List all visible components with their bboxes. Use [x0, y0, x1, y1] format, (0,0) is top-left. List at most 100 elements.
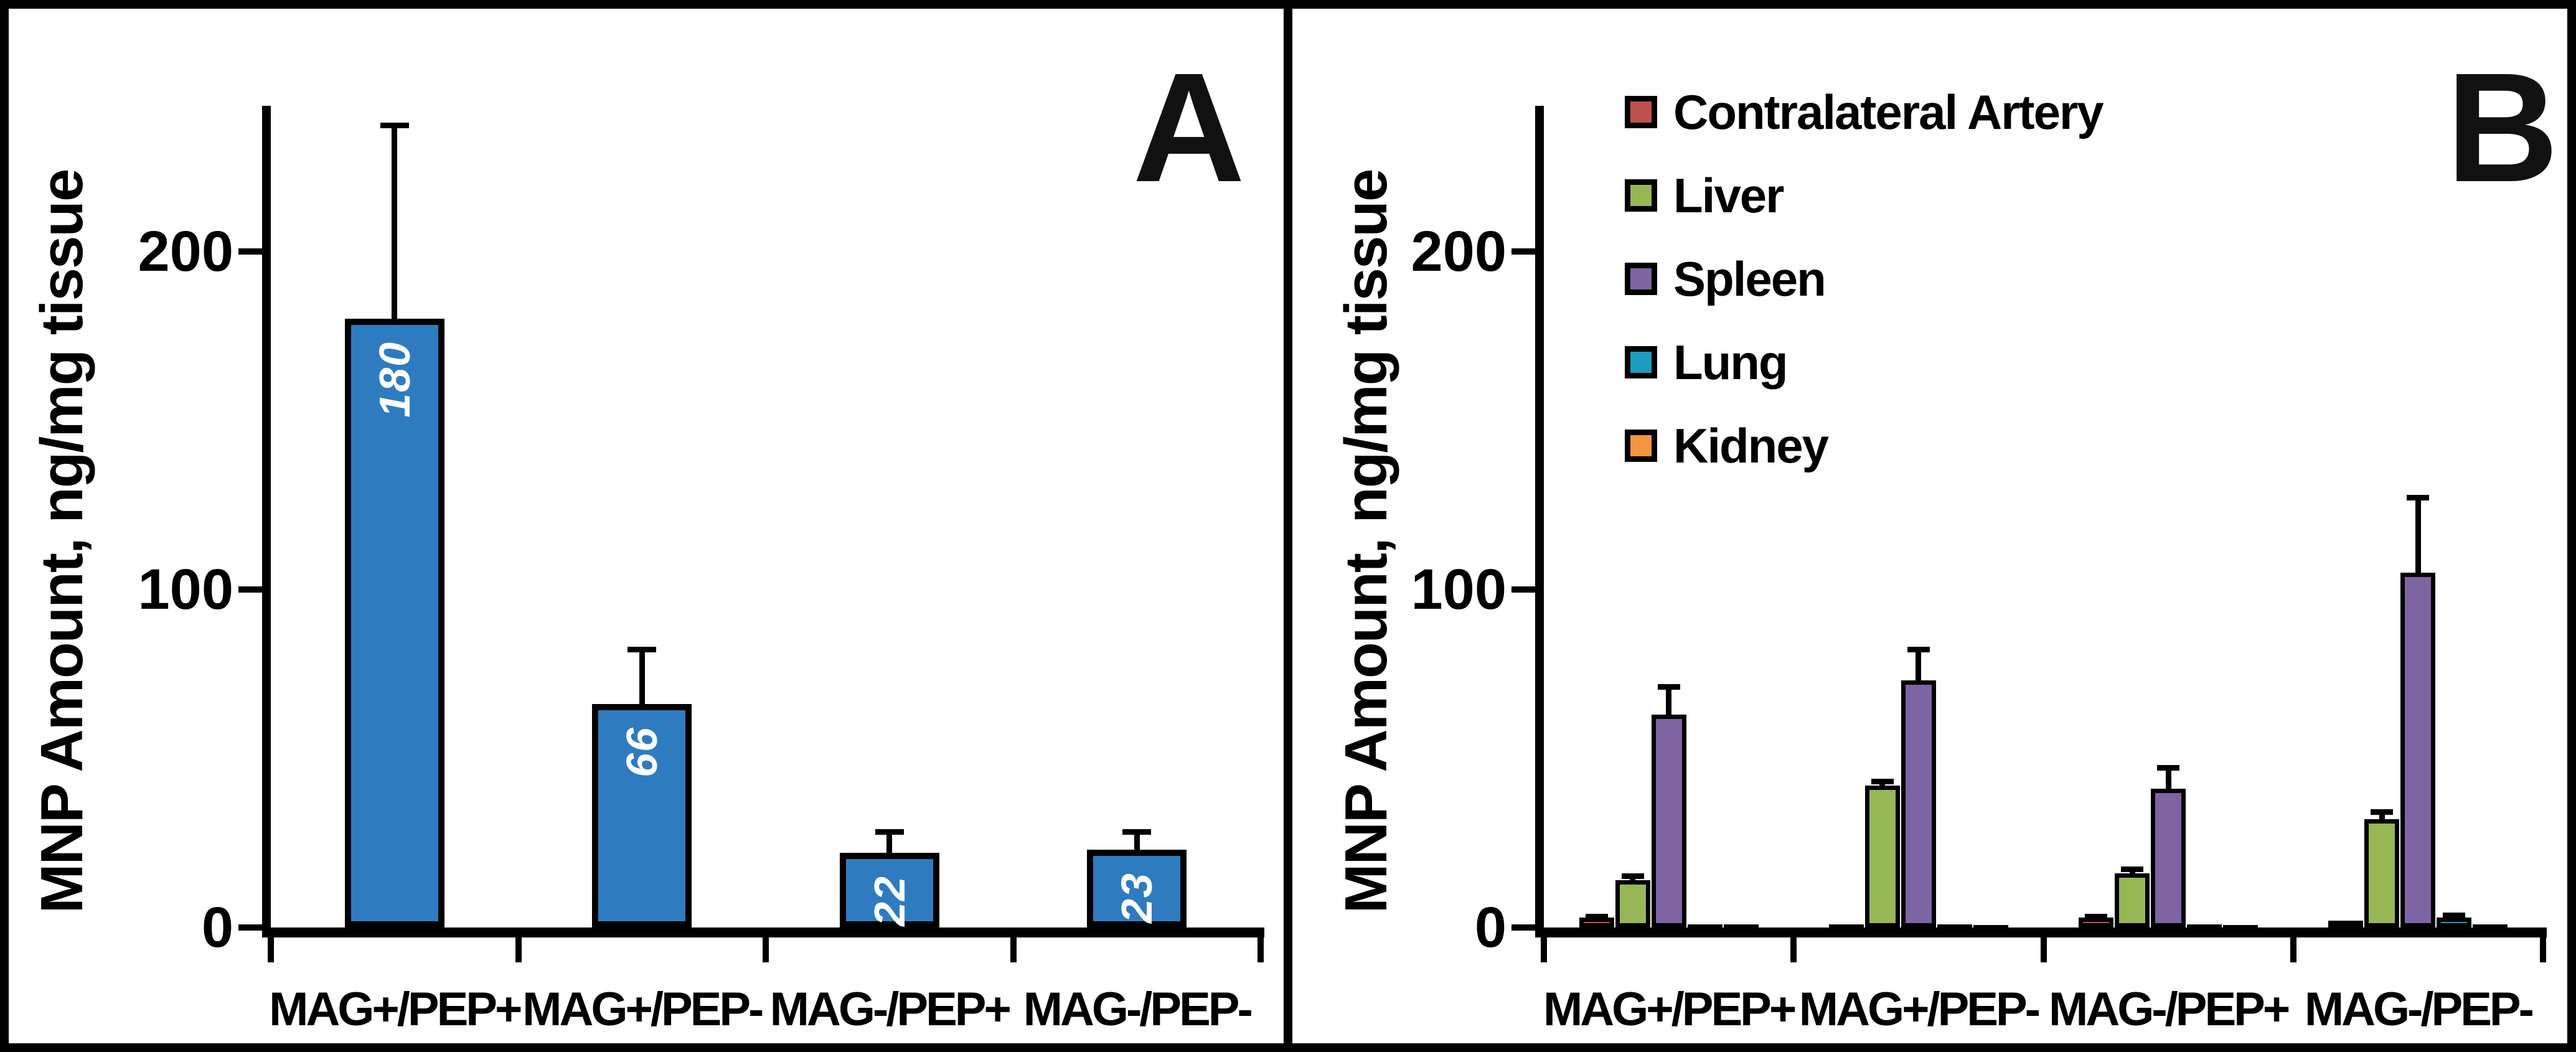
bar-spleen-MAG+/PEP+	[1651, 714, 1686, 928]
x-tick-mark	[268, 937, 274, 962]
error-bar-stem	[1134, 829, 1140, 850]
error-bar-stem	[392, 123, 398, 319]
error-bar	[1585, 914, 1608, 920]
legend-swatch-lung	[1625, 346, 1657, 378]
bar-kidney-MAG-/PEP-	[2473, 924, 2508, 933]
y-tick-mark	[238, 248, 262, 255]
error-bar	[1871, 778, 1894, 786]
error-bar	[1122, 829, 1152, 850]
x-tick-mark	[1010, 937, 1017, 962]
y-tick-label: 0	[1474, 896, 1507, 959]
y-tick-mark	[1511, 586, 1535, 593]
error-bar	[1907, 647, 1930, 681]
bar-panel-a-MAG+/PEP-: 66	[592, 704, 692, 928]
bar-lung-MAG-/PEP+	[2187, 924, 2222, 933]
bar-liver-MAG-/PEP+	[2115, 873, 2150, 928]
x-category-label: MAG-/PEP-	[1023, 983, 1253, 1036]
error-bar	[2121, 866, 2144, 874]
legend: Contralateral Artery Liver Spleen Lung Kidne…	[1625, 85, 2496, 481]
error-bar	[875, 829, 904, 853]
bar-spleen-MAG-/PEP-	[2400, 572, 2436, 928]
bar-kidney-MAG-/PEP+	[2223, 925, 2259, 934]
x-axis-line	[262, 928, 1264, 937]
y-tick-label: 0	[201, 896, 233, 959]
error-bar-stem	[1879, 778, 1886, 786]
error-bar-stem	[1630, 873, 1636, 880]
x-tick-mark	[1541, 937, 1547, 962]
x-tick-mark	[763, 937, 769, 962]
error-bar	[2407, 494, 2430, 573]
y-tick-label: 200	[1411, 219, 1507, 283]
error-bar	[1621, 873, 1644, 880]
bar-contralateral-artery-MAG+/PEP-	[1828, 924, 1864, 933]
error-bar-stem	[2415, 494, 2421, 573]
legend-item-lung: Lung	[1625, 335, 1789, 390]
legend-label: Kidney	[1673, 418, 1829, 473]
panel-a-letter: A	[1132, 40, 1245, 214]
legend-item-kidney: Kidney	[1625, 418, 1829, 473]
y-tick-label: 100	[1411, 557, 1507, 621]
bar-liver-MAG+/PEP-	[1864, 785, 1900, 928]
y-tick-label: 100	[138, 557, 234, 621]
panel-b-letter: B	[2446, 40, 2559, 214]
legend-swatch-spleen	[1625, 263, 1657, 295]
legend-item-contralateral-artery: Contralateral Artery	[1625, 85, 2104, 139]
x-category-label: MAG+/PEP+	[269, 983, 522, 1036]
x-category-label: MAG+/PEP-	[522, 983, 764, 1036]
y-axis-line	[262, 106, 271, 937]
error-bar-stem	[2451, 912, 2457, 918]
error-bar-stem	[2093, 914, 2099, 918]
bar-panel-a-MAG-/PEP+: 22	[839, 853, 939, 928]
error-bar	[2443, 912, 2466, 918]
bar-contralateral-artery-MAG-/PEP-	[2328, 921, 2364, 930]
y-tick-label: 200	[138, 219, 234, 283]
x-tick-mark	[1790, 937, 1797, 962]
error-bar-stem	[639, 647, 645, 705]
x-tick-mark	[2540, 937, 2546, 962]
legend-label: Contralateral Artery	[1673, 84, 2104, 139]
legend-item-spleen: Spleen	[1625, 251, 1826, 306]
error-bar-stem	[1916, 647, 1922, 681]
legend-swatch-kidney	[1625, 430, 1657, 462]
error-bar	[1657, 683, 1680, 715]
bar-kidney-MAG+/PEP-	[1973, 925, 2008, 934]
y-tick-mark	[1511, 924, 1535, 931]
bar-panel-a-MAG-/PEP-: 23	[1087, 850, 1187, 928]
y-tick-mark	[238, 924, 262, 931]
bar-spleen-MAG-/PEP+	[2151, 789, 2186, 928]
bar-spleen-MAG+/PEP-	[1901, 680, 1936, 928]
bar-lung-MAG+/PEP+	[1687, 924, 1723, 933]
x-category-label: MAG+/PEP-	[1798, 983, 2041, 1036]
x-category-label: MAG-/PEP-	[2304, 983, 2534, 1036]
legend-label: Lung	[1673, 334, 1789, 390]
legend-swatch-liver	[1625, 179, 1657, 212]
x-tick-mark	[1257, 937, 1264, 962]
bar-liver-MAG+/PEP+	[1615, 880, 1650, 928]
x-tick-mark	[2040, 937, 2047, 962]
bar-liver-MAG-/PEP-	[2364, 819, 2400, 928]
error-bar-stem	[1594, 914, 1600, 918]
error-bar	[2371, 809, 2394, 820]
bar-kidney-MAG+/PEP+	[1723, 924, 1759, 933]
error-bar-stem	[2379, 809, 2385, 820]
x-category-label: MAG-/PEP+	[2049, 983, 2290, 1036]
x-category-label: MAG-/PEP+	[769, 983, 1012, 1036]
y-axis-line	[1535, 106, 1544, 937]
y-tick-mark	[238, 586, 262, 593]
error-bar	[2085, 914, 2108, 920]
legend-label: Liver	[1673, 167, 1784, 223]
error-bar-stem	[886, 829, 893, 853]
x-tick-mark	[2290, 937, 2296, 962]
legend-label: Spleen	[1673, 251, 1826, 306]
bar-panel-a-MAG+/PEP+: 180	[344, 319, 444, 928]
error-bar	[628, 647, 657, 705]
panel-divider	[1284, 0, 1292, 1052]
error-bar-stem	[2129, 866, 2135, 874]
bar-lung-MAG+/PEP-	[1937, 924, 1972, 933]
error-bar	[2157, 765, 2180, 789]
x-category-label: MAG+/PEP+	[1543, 983, 1797, 1036]
x-axis-line	[1535, 928, 2547, 937]
